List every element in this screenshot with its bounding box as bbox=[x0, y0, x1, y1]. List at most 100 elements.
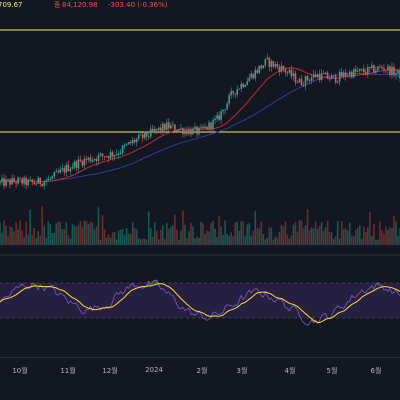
candle-body bbox=[168, 122, 170, 129]
volume-bar bbox=[387, 229, 389, 245]
volume-bar bbox=[63, 229, 66, 245]
candle-body bbox=[224, 109, 226, 111]
candle-body bbox=[212, 120, 214, 130]
candle-body bbox=[157, 127, 160, 131]
candle-body bbox=[131, 139, 134, 144]
candle-body bbox=[71, 167, 74, 169]
candle-body bbox=[244, 85, 247, 87]
candle-body bbox=[137, 134, 140, 140]
volume-bar bbox=[290, 235, 293, 245]
candle-body bbox=[81, 160, 84, 166]
candle-body bbox=[123, 145, 126, 146]
candle-body bbox=[306, 76, 309, 81]
volume-bar bbox=[107, 234, 110, 245]
candle-body bbox=[178, 129, 180, 131]
volume-bar bbox=[348, 222, 351, 245]
volume-bar bbox=[361, 238, 363, 245]
volume-bar bbox=[15, 222, 17, 245]
volume-bar bbox=[288, 238, 291, 245]
candle-body bbox=[37, 177, 39, 184]
volume-bar bbox=[226, 234, 228, 245]
volume-bar bbox=[260, 221, 263, 245]
volume-bar bbox=[3, 220, 5, 245]
candle-body bbox=[330, 75, 333, 80]
candle-body bbox=[13, 178, 15, 182]
candle-body bbox=[314, 74, 317, 78]
volume-bar bbox=[31, 234, 33, 245]
candle-body bbox=[0, 181, 1, 184]
candle-body bbox=[176, 130, 178, 132]
volume-bar bbox=[81, 227, 84, 245]
candle-body bbox=[99, 153, 102, 156]
volume-bar bbox=[306, 209, 309, 245]
volume-bar bbox=[97, 207, 100, 245]
volume-bar bbox=[103, 229, 106, 245]
candle-body bbox=[172, 124, 174, 126]
volume-bar bbox=[65, 222, 68, 245]
volume-bar bbox=[264, 239, 267, 245]
candle-body bbox=[310, 77, 313, 81]
volume-bar bbox=[284, 221, 287, 245]
candle-body bbox=[282, 65, 285, 70]
candle-body bbox=[352, 69, 355, 78]
volume-bar bbox=[75, 226, 78, 245]
volume-bar bbox=[202, 223, 204, 245]
volume-bar bbox=[111, 232, 114, 245]
candle-body bbox=[385, 69, 387, 71]
volume-bar bbox=[320, 222, 323, 245]
volume-bar bbox=[47, 221, 50, 245]
candle-body bbox=[218, 115, 220, 120]
volume-bar bbox=[1, 232, 3, 245]
volume-bar bbox=[230, 232, 232, 245]
candle-body bbox=[286, 72, 289, 74]
volume-bar bbox=[385, 226, 387, 245]
volume-bar bbox=[93, 229, 96, 245]
close-label: 종 bbox=[54, 1, 61, 9]
volume-bar bbox=[276, 237, 279, 245]
candle-body bbox=[129, 142, 132, 144]
candle-body bbox=[230, 91, 232, 96]
x-tick-label: 12월 bbox=[102, 367, 118, 375]
volume-bar bbox=[232, 236, 234, 245]
volume-bar bbox=[135, 229, 138, 245]
candle-body bbox=[79, 159, 82, 161]
volume-bar bbox=[145, 239, 148, 245]
candle-body bbox=[361, 68, 363, 70]
candle-body bbox=[1, 178, 3, 182]
volume-bar bbox=[236, 221, 238, 245]
candle-body bbox=[290, 69, 293, 77]
candle-body bbox=[312, 74, 315, 78]
volume-bar bbox=[340, 221, 343, 245]
candle-body bbox=[298, 78, 301, 83]
volume-bar bbox=[304, 225, 307, 245]
candle-body bbox=[365, 72, 367, 74]
candle-body bbox=[9, 179, 11, 185]
volume-bar bbox=[49, 224, 52, 245]
candle-body bbox=[135, 139, 138, 143]
volume-bar bbox=[9, 225, 11, 245]
candle-body bbox=[379, 66, 381, 68]
candle-body bbox=[105, 156, 108, 158]
candle-body bbox=[51, 176, 54, 179]
candle-body bbox=[391, 66, 393, 75]
volume-bar bbox=[43, 226, 46, 245]
volume-bar bbox=[216, 237, 218, 245]
candle-body bbox=[27, 179, 29, 185]
volume-bar bbox=[194, 238, 196, 245]
candle-body bbox=[324, 72, 327, 75]
volume-bar bbox=[252, 230, 255, 245]
candle-body bbox=[393, 66, 395, 76]
candle-body bbox=[266, 57, 269, 60]
volume-bar bbox=[162, 225, 164, 245]
volume-bar bbox=[342, 229, 345, 245]
volume-bar bbox=[324, 227, 327, 245]
candle-body bbox=[228, 95, 230, 104]
candle-body bbox=[57, 171, 60, 173]
candle-body bbox=[332, 75, 335, 77]
volume-bar bbox=[375, 239, 377, 245]
volume-bar bbox=[336, 220, 339, 245]
volume-bar bbox=[212, 220, 214, 245]
rsi-line bbox=[0, 279, 400, 326]
candle-body bbox=[342, 72, 345, 77]
